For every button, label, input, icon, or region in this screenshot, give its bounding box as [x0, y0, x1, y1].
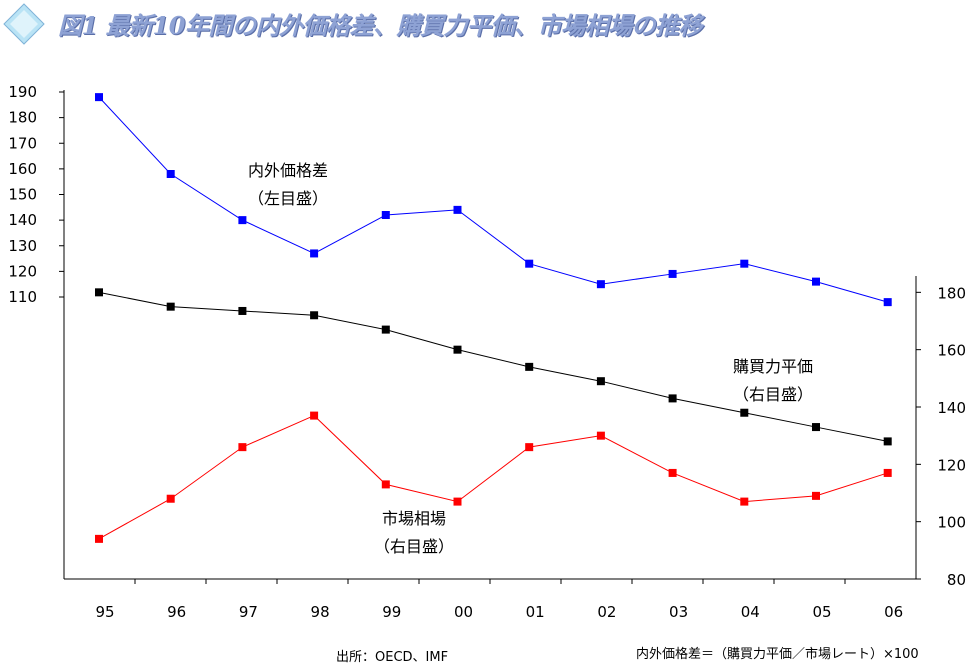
- x-tick-label: 05: [812, 603, 831, 621]
- series-1-marker: [812, 277, 820, 286]
- title-bar: 図1 最新10年間の内外価格差、購買力平価、市場相場の推移: [0, 0, 702, 48]
- series-1-marker: [238, 216, 247, 225]
- right-tick-label: 180: [937, 284, 966, 302]
- series-3-marker: [238, 443, 247, 452]
- left-tick-label: 130: [8, 237, 37, 255]
- series-label-3: 市場相場: [382, 509, 446, 528]
- series-1-marker: [596, 280, 605, 289]
- series-3-marker: [381, 480, 390, 489]
- left-tick-label: 120: [8, 262, 37, 280]
- right-tick-label: 120: [937, 456, 966, 474]
- series-2-marker: [310, 311, 319, 320]
- series-1-marker: [668, 269, 677, 278]
- right-tick-label: 160: [937, 342, 966, 360]
- series-1-marker: [381, 211, 390, 219]
- series-line-2: [98, 291, 888, 442]
- x-tick-label: 06: [884, 603, 903, 621]
- left-tick-label: 180: [8, 109, 37, 127]
- left-tick-label: 150: [8, 186, 37, 204]
- source-note: 出所：OECD、IMF: [336, 650, 449, 665]
- x-tick-label: 96: [167, 603, 186, 621]
- series-line-3: [98, 415, 888, 540]
- series-3-marker: [453, 497, 462, 506]
- x-tick-label: 03: [669, 603, 688, 621]
- series-axis-note-2: （右目盛）: [733, 385, 813, 404]
- formula-note: 内外価格差＝（購買力平価／市場レート）×100: [636, 647, 919, 662]
- left-tick-label: 190: [8, 83, 37, 101]
- x-tick-label: 01: [526, 603, 545, 621]
- series-2-marker: [596, 377, 605, 386]
- series-label-2: 購買力平価: [733, 357, 813, 376]
- series-label-1: 内外価格差: [248, 161, 328, 180]
- series-1-marker: [883, 298, 892, 307]
- left-tick-label: 110: [8, 288, 37, 306]
- series-1-marker: [525, 259, 534, 268]
- left-tick-label: 170: [8, 134, 37, 152]
- x-tick-label: 99: [382, 603, 401, 621]
- series-line-1: [98, 96, 888, 303]
- left-tick-label: 160: [8, 160, 37, 178]
- x-tick-label: 95: [95, 603, 114, 621]
- series-1-marker: [95, 93, 103, 102]
- series-2-marker: [453, 345, 462, 354]
- right-tick-label: 140: [937, 399, 966, 417]
- series-3-marker: [310, 411, 319, 420]
- series-3-marker: [166, 494, 175, 503]
- x-tick-label: 02: [597, 603, 616, 621]
- series-2-marker: [883, 437, 892, 446]
- series-1-marker: [740, 259, 749, 268]
- series-2-marker: [238, 306, 247, 315]
- series-1-marker: [310, 249, 319, 258]
- right-tick-label: 80: [947, 571, 966, 589]
- series-2-marker: [95, 288, 103, 297]
- left-tick-label: 140: [8, 211, 37, 229]
- x-tick-label: 00: [454, 603, 473, 621]
- series-2-marker: [166, 302, 175, 311]
- series-3-marker: [95, 534, 103, 543]
- series-3-marker: [525, 443, 534, 452]
- series-1-marker: [166, 170, 175, 178]
- series-2-marker: [668, 394, 677, 403]
- series-2-marker: [740, 408, 749, 417]
- series-2-marker: [381, 325, 390, 334]
- series-2-marker: [812, 423, 820, 432]
- x-tick-label: 98: [311, 603, 330, 621]
- series-3-marker: [668, 468, 677, 477]
- series-3-marker: [740, 497, 749, 506]
- series-2-marker: [525, 362, 534, 371]
- x-tick-label: 97: [239, 603, 258, 621]
- series-1-marker: [453, 205, 462, 214]
- series-axis-note-3: （右目盛）: [374, 537, 454, 556]
- x-tick-label: 04: [741, 603, 760, 621]
- series-3-marker: [883, 468, 892, 477]
- diamond-icon: [3, 3, 45, 45]
- right-tick-label: 100: [937, 514, 966, 532]
- series-axis-note-1: （左目盛）: [248, 189, 328, 208]
- series-3-marker: [596, 431, 605, 440]
- chart-title: 図1 最新10年間の内外価格差、購買力平価、市場相場の推移: [58, 11, 702, 40]
- series-3-marker: [812, 491, 820, 500]
